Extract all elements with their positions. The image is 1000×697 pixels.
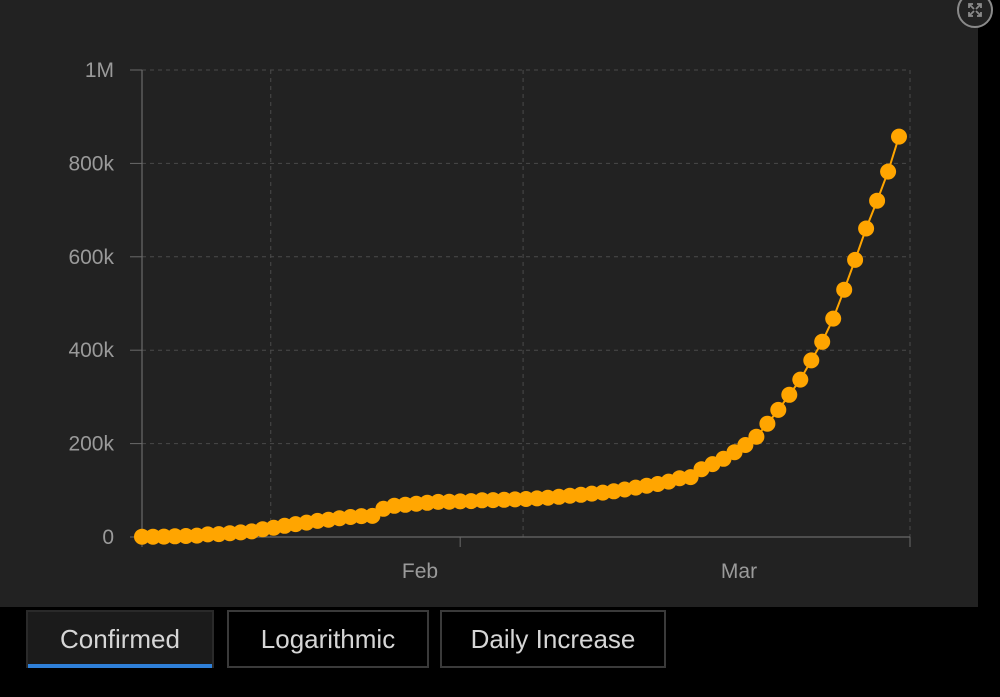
x-tick-label: Mar: [721, 560, 757, 583]
data-point: [891, 128, 907, 145]
data-point: [858, 220, 875, 237]
chart-panel: 0 200k 400k 600k 800k 1M Feb Mar: [0, 0, 978, 607]
data-point: [836, 281, 853, 298]
data-point: [880, 163, 897, 180]
tab-confirmed-label: Confirmed: [60, 624, 180, 654]
data-point: [781, 386, 798, 403]
data-point: [737, 437, 754, 453]
y-tick-label: 0: [102, 526, 114, 549]
data-point: [759, 415, 776, 432]
y-tick-label: 1M: [85, 59, 114, 82]
y-tick-label: 800k: [68, 152, 114, 175]
y-tick-label: 200k: [68, 433, 114, 456]
data-point: [847, 251, 864, 268]
data-point: [792, 371, 809, 388]
tab-logarithmic[interactable]: Logarithmic: [227, 610, 429, 668]
data-point: [770, 401, 787, 418]
tab-active-indicator: [28, 664, 212, 668]
y-tick-label: 600k: [68, 246, 114, 269]
data-point: [814, 333, 831, 350]
data-point: [803, 352, 820, 369]
x-tick-label: Feb: [402, 560, 438, 583]
tab-confirmed[interactable]: Confirmed: [26, 610, 214, 668]
tab-daily-increase[interactable]: Daily Increase: [440, 610, 666, 668]
y-tick-label: 400k: [68, 339, 114, 362]
data-point: [869, 192, 886, 209]
tab-daily-increase-label: Daily Increase: [470, 624, 636, 654]
expand-button[interactable]: [957, 0, 993, 28]
tab-logarithmic-label: Logarithmic: [260, 624, 396, 654]
data-point: [825, 310, 842, 327]
data-point: [134, 528, 150, 545]
series-line: [142, 136, 900, 538]
expand-icon: [968, 3, 982, 17]
chart-plot: 0 200k 400k 600k 800k 1M Feb Mar: [68, 59, 911, 583]
data-point: [748, 428, 765, 445]
